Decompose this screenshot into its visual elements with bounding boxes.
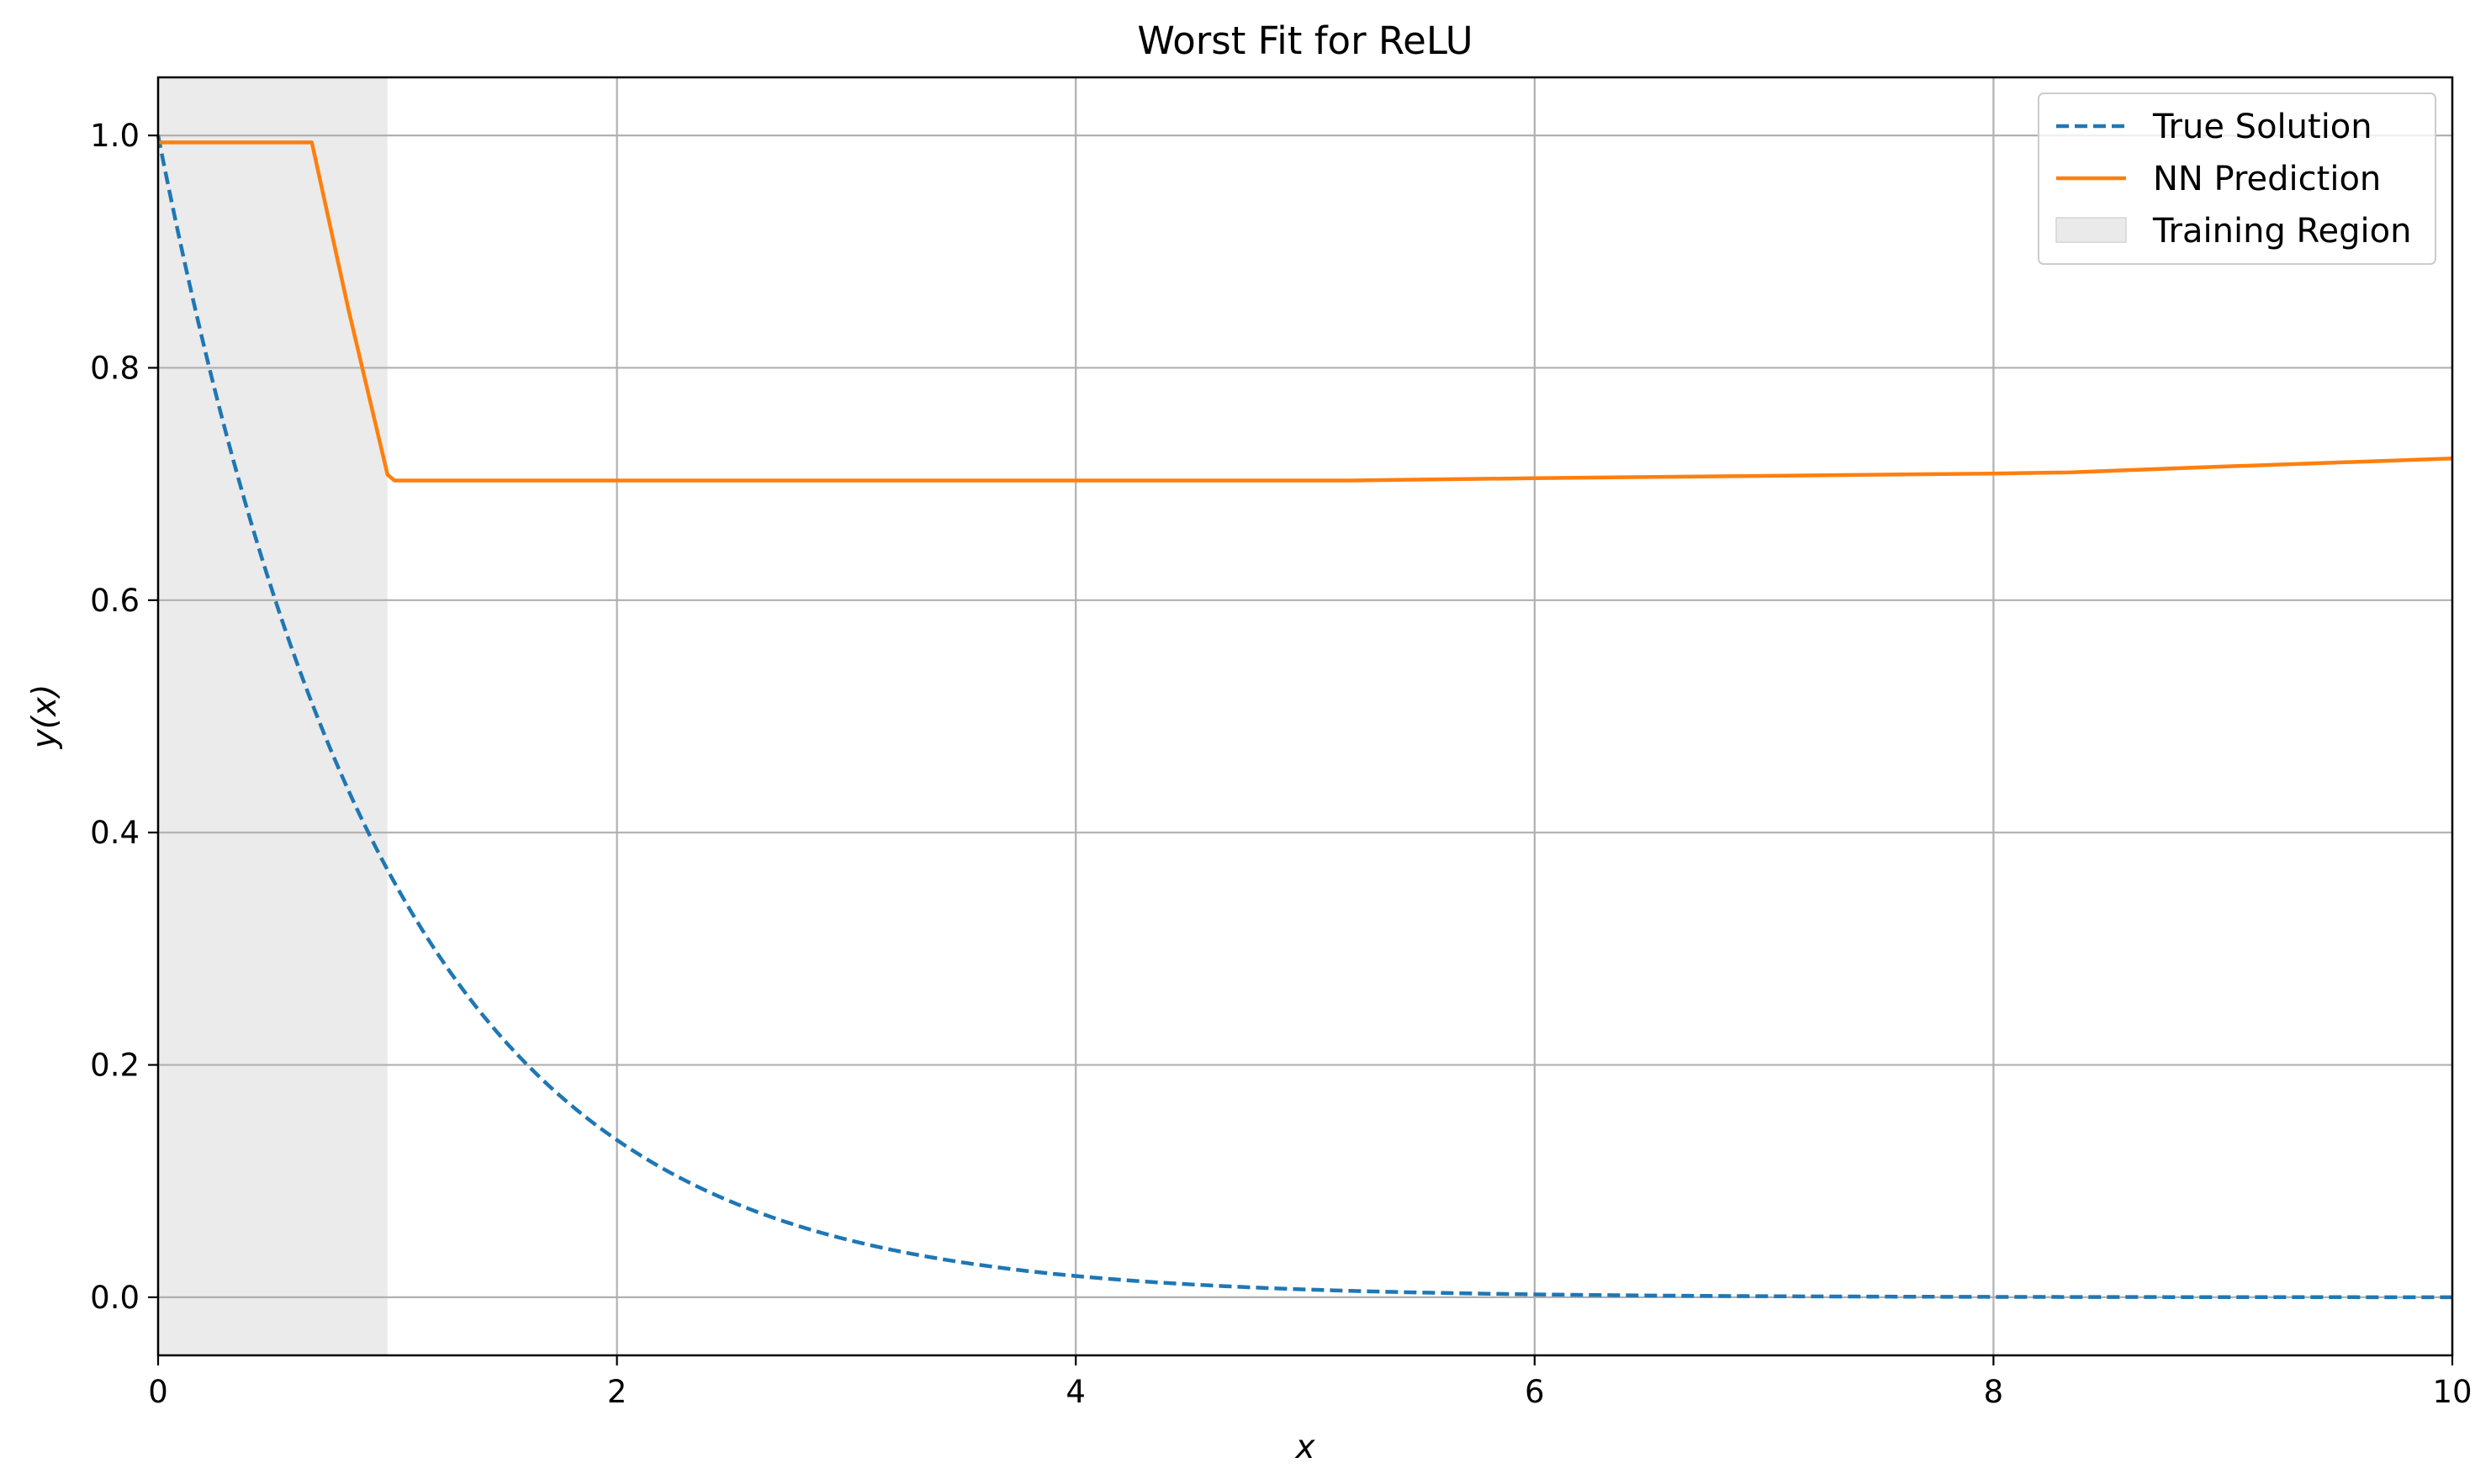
- x-tick-label: 0: [148, 1374, 168, 1410]
- y-tick-label: 0.6: [90, 583, 140, 619]
- series-lines: [156, 135, 2453, 1300]
- plot-area: [158, 77, 2452, 1355]
- y-tick-label: 0.2: [90, 1048, 140, 1084]
- legend-box: [2038, 92, 2436, 265]
- x-tick-label: 2: [607, 1374, 627, 1410]
- plot-background: [158, 77, 2452, 1355]
- x-tick-label: 8: [1984, 1374, 2004, 1410]
- y-tick-label: 0.0: [90, 1280, 140, 1316]
- x-tick-label: 6: [1525, 1374, 1545, 1410]
- y-tick-label: 0.8: [90, 350, 140, 386]
- x-tick-label: 4: [1066, 1374, 1086, 1410]
- plot-frame: [156, 76, 2454, 1357]
- x-axis-label: x: [1293, 1429, 1315, 1466]
- y-axis-label: y(x): [26, 684, 64, 750]
- legend-true-solution-label: True Solution: [2152, 108, 2372, 146]
- y-tick-label: 1.0: [90, 118, 140, 154]
- shaded-region-training: [158, 77, 388, 1355]
- legend: True Solution NN Prediction Training Reg…: [2038, 92, 2436, 265]
- y-tick-label: 0.4: [90, 815, 140, 851]
- gridlines: [156, 77, 2454, 1355]
- chart-title: Worst Fit for ReLU: [1137, 18, 1473, 63]
- series-nn-prediction-line: [158, 140, 2453, 483]
- legend-training-region-swatch: [2055, 217, 2127, 243]
- x-tick-label: 10: [2432, 1374, 2472, 1410]
- ticks: 0 2 4 6 8 10 0.0 0.2 0.4 0.6 0.8 1.0: [90, 118, 2472, 1410]
- legend-nn-prediction-label: NN Prediction: [2153, 160, 2381, 198]
- series-true-solution-line: [156, 135, 2453, 1300]
- shaded-regions: [158, 77, 388, 1355]
- legend-training-region-label: Training Region: [2152, 212, 2411, 251]
